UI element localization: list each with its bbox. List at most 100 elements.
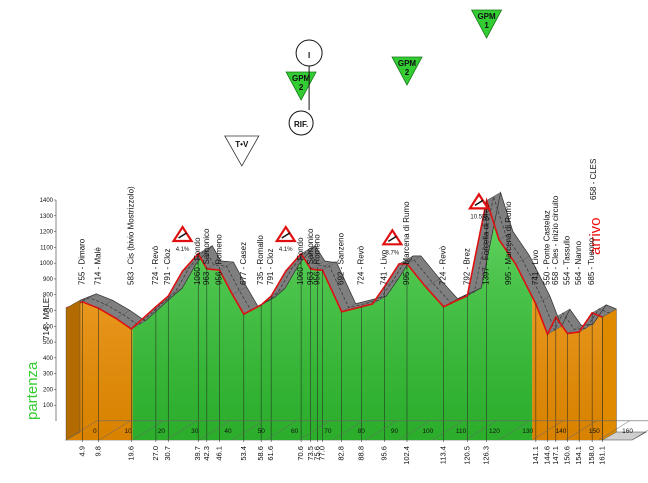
gradient-label: 4.1% bbox=[279, 247, 293, 253]
y-tick-label: 800 bbox=[43, 293, 54, 299]
finish-town-label: 658 - CLES bbox=[589, 159, 598, 200]
place-label: 963 - Sarnonico bbox=[202, 228, 211, 285]
y-tick-label: 1200 bbox=[40, 230, 54, 236]
place-label: 554 - Tassullo bbox=[562, 235, 571, 285]
km-label: 70.6 bbox=[296, 446, 305, 461]
place-label: 677 - Casez bbox=[239, 242, 248, 285]
partenza-label: partenza bbox=[24, 361, 41, 420]
gpm-label: GPM bbox=[398, 59, 417, 68]
gradient-warning-icon bbox=[274, 225, 297, 243]
x-tick-label: 140 bbox=[556, 428, 567, 435]
place-label: 995 - Marcena di Rumo bbox=[504, 201, 513, 285]
x-tick-label: 150 bbox=[589, 428, 600, 435]
gradient-slope-glyph bbox=[178, 232, 187, 239]
place-label: 714 - Malè bbox=[94, 247, 103, 285]
x-depth-line bbox=[598, 420, 630, 441]
gradient-label: 4.1% bbox=[176, 247, 190, 253]
km-label: 102.4 bbox=[402, 446, 411, 465]
km-label: 9.8 bbox=[94, 446, 103, 456]
x-tick-label: 90 bbox=[391, 428, 399, 435]
gradient-warning-icon bbox=[381, 228, 404, 246]
km-label: 147.1 bbox=[551, 446, 560, 465]
x-tick-label: 50 bbox=[258, 428, 266, 435]
place-label: 550 - Ponte Castelaz bbox=[543, 210, 552, 285]
km-label: 61.6 bbox=[266, 446, 275, 461]
x-tick-label: 0 bbox=[93, 428, 97, 435]
place-label: 735 - Romallo bbox=[256, 235, 265, 285]
km-label: 126.3 bbox=[482, 446, 491, 465]
y-tick-label: 600 bbox=[43, 324, 54, 330]
km-label: 39.7 bbox=[193, 446, 202, 461]
x-depth-line bbox=[532, 420, 564, 441]
place-label: 564 - Nanno bbox=[574, 240, 583, 285]
tv-label: T•V bbox=[235, 140, 249, 149]
km-label: 141.1 bbox=[531, 446, 540, 465]
km-label: 161.1 bbox=[597, 446, 606, 465]
x-tick-label: 100 bbox=[422, 428, 433, 435]
place-label: 658 - Cles - inizio circuito bbox=[551, 195, 560, 285]
x-tick-label: 30 bbox=[191, 428, 199, 435]
km-label: 120.5 bbox=[462, 446, 471, 465]
x-tick-label: 10 bbox=[124, 428, 132, 435]
place-label: 792 - Brez bbox=[462, 248, 471, 285]
km-label: 42.3 bbox=[202, 446, 211, 461]
place-label: 1397 - Forcella di Brez bbox=[482, 205, 491, 285]
y-tick-label: 300 bbox=[43, 372, 54, 378]
intermediate-label: I bbox=[308, 51, 310, 60]
x-depth-line bbox=[199, 420, 231, 441]
x-depth-line bbox=[332, 420, 364, 441]
km-label: 77.0 bbox=[317, 446, 326, 461]
x-tick-label: 120 bbox=[489, 428, 500, 435]
gradient-warning-icon bbox=[467, 192, 490, 210]
x-tick-label: 110 bbox=[456, 428, 467, 435]
x-tick-label: 160 bbox=[622, 428, 633, 435]
place-label: 1060 - Fondo bbox=[296, 237, 305, 285]
km-label: 158.0 bbox=[587, 446, 596, 465]
x-depth-line bbox=[65, 420, 97, 441]
y-tick-label: 1300 bbox=[40, 214, 54, 220]
km-label: 150.6 bbox=[562, 446, 571, 465]
x-tick-label: 80 bbox=[358, 428, 366, 435]
profile-right-face bbox=[602, 308, 617, 441]
x-depth-line bbox=[432, 420, 464, 441]
arrivo-label: arrivo bbox=[587, 217, 604, 255]
place-label: 995 - Marcena di Rumo bbox=[402, 201, 411, 285]
km-label: 88.8 bbox=[357, 446, 366, 461]
gradient-slope-glyph bbox=[387, 235, 397, 242]
km-label: 46.1 bbox=[215, 446, 224, 461]
km-label: 154.1 bbox=[574, 446, 583, 465]
gpm-sign-icon bbox=[391, 56, 423, 86]
x-tick-label: 60 bbox=[291, 428, 299, 435]
x-depth-line bbox=[498, 420, 530, 441]
x-depth-line bbox=[99, 420, 131, 441]
place-label: 685 - Tuenno bbox=[587, 237, 596, 285]
x-depth-line bbox=[232, 420, 264, 441]
x-depth-line bbox=[165, 420, 197, 441]
gradient-slope-glyph bbox=[474, 199, 484, 206]
place-label: 1060 - Fondo bbox=[193, 237, 202, 285]
gpm-sign-icon bbox=[470, 9, 503, 39]
place-label: 692 - Sanzeno bbox=[337, 232, 346, 285]
refreshment-label: RIF. bbox=[294, 120, 308, 129]
x-tick-label: 130 bbox=[522, 428, 533, 435]
gradient-label: 3.7% bbox=[385, 250, 399, 256]
gpm-category: 2 bbox=[299, 83, 304, 92]
x-depth-line bbox=[465, 420, 497, 441]
km-label: 4.9 bbox=[77, 446, 86, 456]
km-label: 73.5 bbox=[306, 446, 315, 461]
y-tick-label: 1100 bbox=[40, 245, 54, 251]
y-tick-label: 100 bbox=[43, 403, 54, 409]
profile-back-edge bbox=[79, 191, 617, 328]
place-label: 724 - Revò bbox=[439, 245, 448, 285]
place-label: 724 - Revò bbox=[151, 245, 160, 285]
km-label: 53.4 bbox=[239, 446, 248, 461]
profile-front-red-line bbox=[65, 197, 603, 337]
place-label: 741 - Livo bbox=[531, 249, 540, 285]
gpm-category: 1 bbox=[484, 21, 489, 30]
y-tick-label: 500 bbox=[43, 340, 54, 346]
place-label: 741 - Livo bbox=[379, 249, 388, 285]
tv-sign-icon bbox=[224, 135, 260, 167]
x-depth-line bbox=[365, 420, 397, 441]
km-label: 58.6 bbox=[256, 446, 265, 461]
